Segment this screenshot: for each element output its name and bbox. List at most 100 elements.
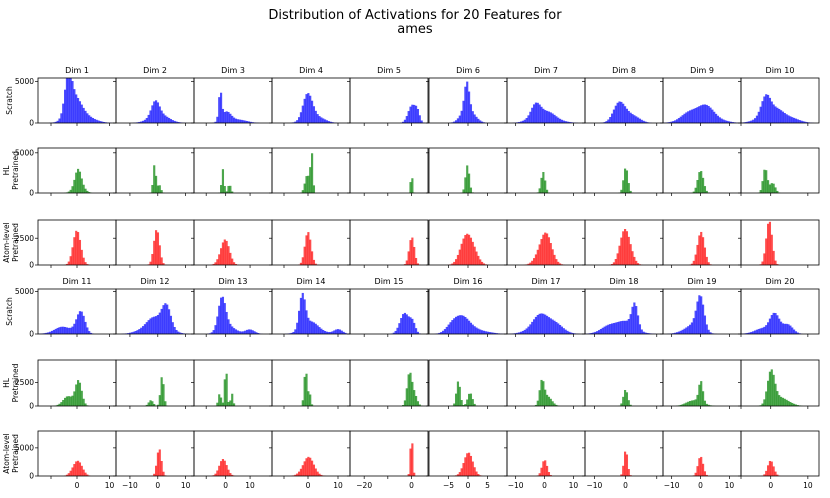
histogram-bar xyxy=(158,185,161,193)
histogram-bar xyxy=(251,330,254,334)
histogram-bar xyxy=(335,329,338,334)
subplot-title: Dim 13 xyxy=(219,277,248,286)
histogram-bar xyxy=(798,120,801,123)
histogram-bar xyxy=(312,259,316,265)
histogram-bar xyxy=(698,384,701,406)
histogram-bar xyxy=(492,332,495,334)
histogram-bar xyxy=(538,104,541,123)
histogram-bar xyxy=(411,443,414,476)
y-tick-label: 5000 xyxy=(15,77,34,86)
histogram-bar xyxy=(216,316,219,334)
row-label: Scratch xyxy=(5,86,14,115)
histogram-bar xyxy=(612,323,616,334)
histogram-bar xyxy=(151,401,154,406)
histogram-bar xyxy=(544,314,547,334)
histogram-bar xyxy=(234,264,238,265)
histogram-bar xyxy=(544,180,547,193)
histogram-bar xyxy=(320,474,323,476)
histogram-bar xyxy=(702,177,705,193)
histogram-bar xyxy=(438,332,441,334)
histogram-bar xyxy=(129,332,132,334)
histogram-bar xyxy=(690,400,694,406)
histogram-bar xyxy=(86,113,89,123)
histogram-bar xyxy=(694,399,697,406)
histogram-bar xyxy=(413,246,416,265)
histogram-bar xyxy=(130,332,134,334)
histogram-bar xyxy=(82,398,85,406)
histogram-bar xyxy=(763,474,766,476)
axes-frame xyxy=(349,288,429,335)
histogram-bar xyxy=(153,165,156,193)
histogram-bar xyxy=(316,114,319,123)
histogram-bar xyxy=(47,332,50,334)
histogram-bar xyxy=(702,104,705,123)
histogram-bar xyxy=(407,111,410,123)
histogram-bar xyxy=(155,230,158,265)
histogram-bar xyxy=(127,333,130,334)
histogram-bar xyxy=(58,118,61,123)
histogram-bar xyxy=(299,297,303,334)
histogram-bar xyxy=(776,391,779,406)
histogram-bar xyxy=(305,94,308,123)
histogram-bar xyxy=(635,260,638,265)
histogram-bar xyxy=(471,111,474,123)
histogram-bar xyxy=(145,322,148,334)
histogram-bar xyxy=(774,383,777,406)
axes-frame xyxy=(349,430,429,477)
subplot-title: Dim 1 xyxy=(65,66,89,75)
histogram-bar xyxy=(227,185,230,193)
histogram-bar xyxy=(455,393,458,406)
x-tick-label: −10 xyxy=(508,481,524,490)
histogram-bar xyxy=(538,473,541,476)
histogram-bar xyxy=(73,237,76,265)
histogram-bar xyxy=(542,234,545,265)
histogram-bar xyxy=(453,318,456,334)
x-tick-label: 0 xyxy=(306,481,311,490)
histogram-bar xyxy=(132,331,135,334)
subplot-title: Dim 5 xyxy=(377,66,401,75)
histogram-bar xyxy=(644,121,647,123)
histogram-bar xyxy=(642,331,645,334)
histogram-bar xyxy=(540,467,543,476)
histogram-bar xyxy=(75,461,78,476)
histogram-bar xyxy=(229,323,232,334)
histogram-bar xyxy=(614,322,617,334)
histogram-bar xyxy=(672,333,675,334)
histogram-bar xyxy=(698,235,701,265)
histogram-bar xyxy=(78,171,82,193)
histogram-bar xyxy=(534,404,538,406)
histogram-bar xyxy=(560,119,564,123)
histogram-bar xyxy=(236,119,239,123)
histogram-bar xyxy=(703,315,707,334)
y-tick-label: 5000 xyxy=(15,148,34,157)
subplot-title: Dim 15 xyxy=(375,277,404,286)
histogram-bar xyxy=(466,318,469,334)
subplot-title: Dim 18 xyxy=(610,277,639,286)
histogram-bar xyxy=(103,122,106,123)
histogram-bar xyxy=(468,320,471,334)
histogram-bar xyxy=(494,332,497,334)
histogram-bar xyxy=(559,118,562,123)
histogram-bar xyxy=(696,394,699,406)
histogram-bar xyxy=(155,175,158,193)
histogram-bar xyxy=(143,119,147,123)
histogram-bar xyxy=(77,97,80,123)
histogram-bar xyxy=(633,302,636,334)
histogram-bar xyxy=(71,186,74,193)
histogram-bar xyxy=(796,405,799,406)
histogram-bar xyxy=(640,329,643,334)
histogram-bar xyxy=(629,314,632,334)
histogram-bar xyxy=(703,186,707,193)
histogram-bar xyxy=(529,111,532,123)
histogram-bar xyxy=(86,474,89,476)
y-tick-label: 0 xyxy=(29,330,34,339)
histogram-bar xyxy=(757,328,760,334)
histogram-bar xyxy=(555,404,558,406)
histogram-bar xyxy=(564,329,567,334)
histogram-bar xyxy=(469,237,473,265)
histogram-bar xyxy=(462,189,465,193)
histogram-bar xyxy=(255,332,258,334)
histogram-bar xyxy=(392,332,395,334)
histogram-bar xyxy=(136,330,139,334)
histogram-bar xyxy=(624,106,627,123)
